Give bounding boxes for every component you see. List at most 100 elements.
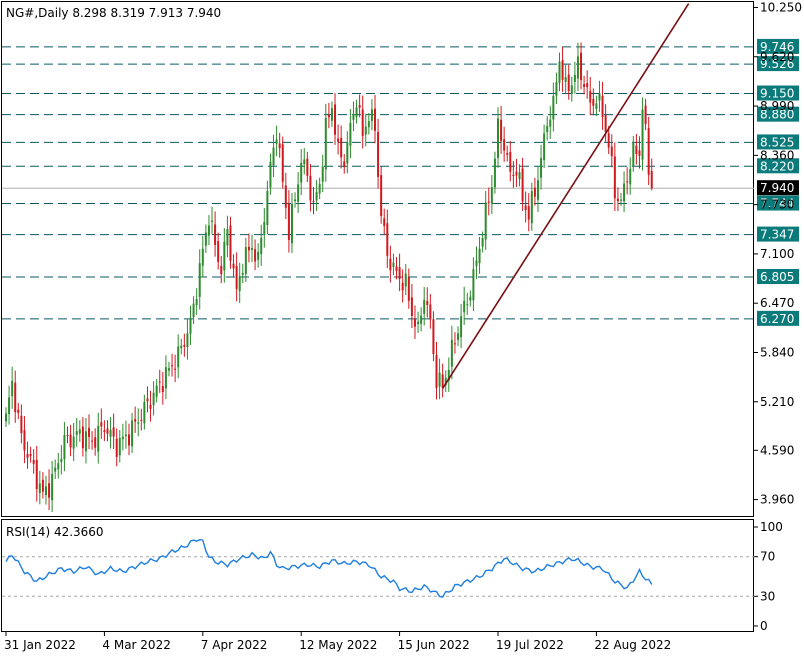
candle-body [171, 365, 174, 367]
candle-body [598, 93, 601, 101]
candle-body [14, 382, 17, 413]
candle-body [620, 199, 622, 201]
candle-body [561, 60, 564, 80]
price-tick-label: 7.730 [760, 198, 794, 212]
candle-body [321, 166, 324, 182]
candle-body [475, 260, 478, 267]
candle-body [109, 430, 112, 437]
candle-body [472, 269, 475, 301]
candle-body [161, 385, 164, 393]
candle-body [57, 463, 60, 470]
price-tick-label: 9.620 [760, 50, 794, 64]
candle-body [266, 190, 269, 226]
candle-body [527, 206, 530, 220]
candle-body [78, 429, 81, 434]
candle-body [352, 113, 355, 120]
price-panel [1, 1, 754, 517]
candle-body [186, 333, 189, 348]
candle-body [592, 98, 595, 106]
candle-body [180, 345, 183, 349]
candle-body [312, 201, 315, 203]
candle-body [155, 385, 158, 397]
candle-body [638, 150, 641, 156]
candle-body [137, 422, 140, 424]
candle-body [524, 205, 527, 211]
candle-body [392, 262, 395, 267]
candle-body [88, 427, 91, 437]
candle-body [389, 258, 392, 271]
candle-body [457, 333, 460, 340]
candle-body [97, 425, 100, 452]
candle-body [51, 473, 54, 501]
candle-body [198, 263, 201, 297]
level-tag [757, 56, 799, 72]
candle-body [589, 90, 592, 103]
level-tag [757, 134, 799, 150]
level-label: 9.746 [760, 40, 794, 54]
candle-body [69, 434, 72, 448]
candle-body [244, 247, 247, 274]
candle-body [355, 107, 358, 117]
candle-body [303, 159, 306, 165]
candle-body [17, 409, 20, 413]
candle-body [254, 249, 257, 262]
candle-body [241, 273, 244, 275]
candle-body [204, 232, 207, 246]
candle-body [423, 299, 426, 314]
level-label: 6.805 [760, 270, 794, 284]
candle-body [573, 74, 576, 82]
candle-body [367, 121, 370, 128]
level-label: 8.880 [760, 108, 794, 122]
level-label: 7.347 [760, 228, 794, 242]
candle-body [91, 440, 94, 442]
candle-body [543, 133, 546, 161]
candle-body [54, 467, 57, 472]
level-label: 7.744 [760, 197, 794, 211]
candle-body [558, 61, 561, 83]
candle-body [484, 202, 487, 240]
level-tag [757, 158, 799, 174]
price-tick-label: 3.960 [760, 493, 794, 507]
candle-body [152, 392, 155, 406]
level-label: 9.526 [760, 57, 794, 71]
candle-body [106, 428, 109, 434]
candle-body [167, 368, 170, 371]
candle-body [260, 237, 263, 254]
candle-body [629, 169, 632, 185]
candle-body [41, 479, 44, 492]
candle-body [214, 224, 217, 245]
price-axis: 10.250 9.620 8.990 8.360 7.730 7.100 6.470 5.84… [754, 0, 802, 507]
candle-body [469, 296, 472, 301]
level-label: 8.220 [760, 159, 794, 173]
candle-body [20, 415, 23, 434]
candle-body [211, 220, 214, 222]
candle-body [358, 105, 361, 108]
candle-body [493, 158, 496, 188]
rsi-tick-label: 70 [760, 550, 775, 564]
candle-body [217, 241, 220, 262]
candle-body [487, 201, 490, 203]
price-tick-label: 5.840 [760, 345, 794, 359]
candle-body [506, 153, 509, 155]
price-tick-label: 5.210 [760, 395, 794, 409]
candle-body [444, 377, 447, 386]
candle-body [610, 146, 613, 157]
candle-body [8, 397, 11, 415]
candle-body [623, 183, 626, 202]
candle-body [330, 108, 333, 121]
candle-body [223, 241, 226, 271]
candle-body [115, 438, 118, 457]
candle-body [226, 228, 229, 246]
candle-body [616, 198, 619, 202]
candle-body [576, 56, 579, 79]
candle-body [635, 145, 638, 154]
candle-body [374, 108, 376, 131]
candle-body [174, 368, 177, 370]
candle-body [429, 304, 432, 320]
rsi-tick-label: 0 [760, 619, 768, 633]
candle-body [395, 266, 398, 271]
candle-body [158, 381, 161, 383]
candle-body [407, 277, 410, 301]
candle-body [540, 158, 543, 178]
date-tick-label: 19 Jul 2022 [496, 638, 564, 652]
